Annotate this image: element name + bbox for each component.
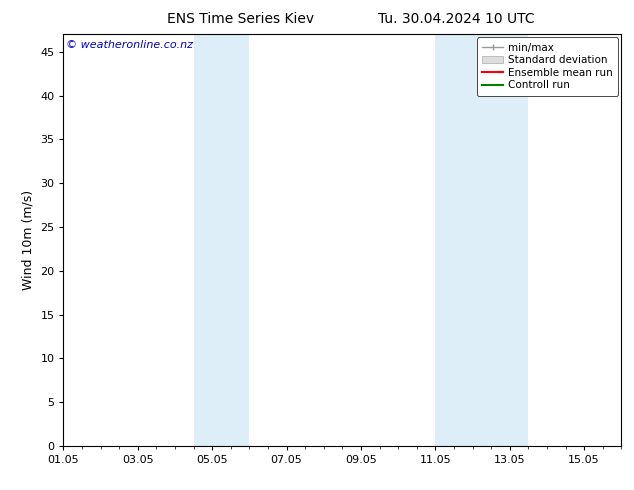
Bar xyxy=(436,34,528,446)
Legend: min/max, Standard deviation, Ensemble mean run, Controll run: min/max, Standard deviation, Ensemble me… xyxy=(477,37,618,96)
Text: Tu. 30.04.2024 10 UTC: Tu. 30.04.2024 10 UTC xyxy=(378,12,535,26)
Y-axis label: Wind 10m (m/s): Wind 10m (m/s) xyxy=(22,190,35,290)
Text: © weatheronline.co.nz: © weatheronline.co.nz xyxy=(66,41,193,50)
Bar xyxy=(193,34,249,446)
Text: ENS Time Series Kiev: ENS Time Series Kiev xyxy=(167,12,314,26)
